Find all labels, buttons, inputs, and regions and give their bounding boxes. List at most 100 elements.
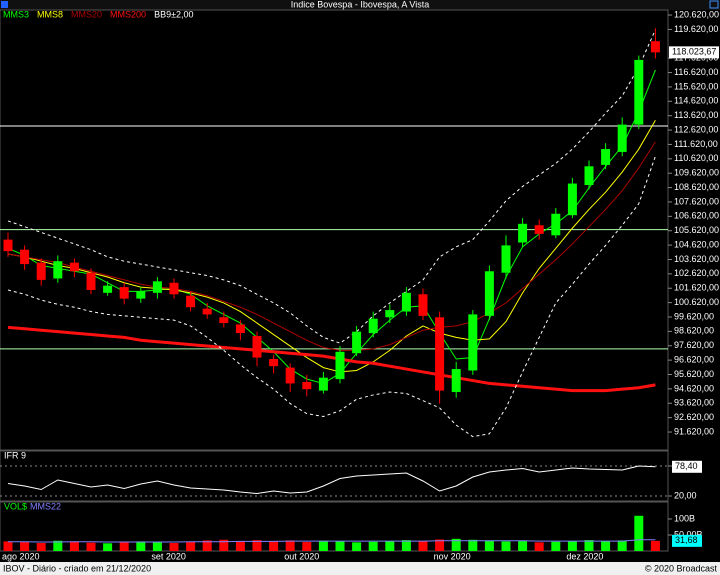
candle-body (103, 285, 113, 293)
volume-bar (169, 542, 179, 551)
candle-body (36, 262, 46, 280)
y-tick-label: 116.620,00 (674, 67, 718, 77)
candle-body (484, 271, 494, 316)
volume-bar (20, 542, 30, 551)
y-tick-label: 101.620,00 (674, 283, 719, 293)
ma-line (7, 120, 656, 373)
y-tick-label: 91.620,00 (674, 426, 714, 436)
candle-body (152, 281, 162, 293)
candle-body (385, 310, 395, 318)
y-tick-label: 103.620,00 (674, 254, 719, 264)
legend-entry: MMS8 (37, 9, 63, 19)
volume-bar (634, 515, 644, 551)
title-bar (0, 0, 720, 10)
y-tick-label: 108.620,00 (674, 182, 719, 192)
volume-bar (186, 541, 196, 551)
volume-bar (202, 540, 212, 551)
candle-body (53, 261, 63, 279)
volume-bar (368, 541, 378, 551)
y-tick-label: 95.620,00 (674, 369, 714, 379)
legend-entry: MMS20 (71, 9, 102, 19)
bollinger-lower (7, 156, 656, 438)
y-tick-label: 111.620,00 (674, 139, 718, 149)
candle-body (269, 358, 279, 367)
volume-bar (36, 542, 46, 551)
menu-icon[interactable] (1, 1, 8, 8)
y-tick-label: 98.620,00 (674, 326, 714, 336)
volume-bar (335, 541, 345, 551)
candle-body (584, 166, 594, 185)
volume-bar (352, 542, 362, 551)
window-icon[interactable] (709, 0, 719, 9)
rsi-label: IFR 9 (4, 450, 26, 460)
rsi-last-box (672, 460, 702, 473)
candle-body (3, 239, 13, 252)
y-tick-label: 96.620,00 (674, 355, 714, 365)
candle-body (468, 314, 478, 371)
ma-line (7, 141, 656, 351)
volume-bar (435, 539, 445, 551)
x-tick-label: nov 2020 (434, 551, 471, 561)
y-tick-label: 105.620,00 (674, 225, 719, 235)
candle-body (617, 124, 627, 152)
rsi-line (7, 465, 656, 495)
volume-bar (418, 541, 428, 551)
volume-bar (567, 541, 577, 551)
y-tick-label: 100B (674, 513, 695, 523)
candle-body (69, 262, 79, 272)
volume-bar (551, 541, 561, 551)
volume-bar (484, 540, 494, 551)
volume-bar (534, 542, 544, 551)
y-tick-label: 114.620,00 (674, 96, 718, 106)
candle-body (335, 351, 345, 380)
candle-body (186, 295, 196, 308)
volume-bar (252, 540, 262, 551)
candle-body (235, 324, 245, 334)
footer-right: © 2020 Broadcast (645, 563, 718, 573)
volume-bar (385, 541, 395, 551)
x-tick-label: set 2020 (151, 551, 186, 561)
x-tick-label: dez 2020 (566, 551, 603, 561)
candle-body (252, 335, 262, 358)
footer-left: IBOV - Diário - criado em 21/12/2020 (3, 563, 151, 573)
volume-bar (269, 541, 279, 551)
candle-body (650, 41, 660, 53)
y-tick-label: 115.620,00 (674, 81, 718, 91)
y-tick-label: 99.620,00 (674, 311, 714, 321)
rsi-last-label: 78,40 (675, 461, 698, 471)
volume-last-label: 31,68 (675, 535, 698, 545)
volume-bar (601, 541, 611, 551)
volume-bar (584, 540, 594, 551)
candle-body (352, 331, 362, 354)
y-tick-label: 20,00 (674, 490, 697, 500)
legend-entry: BB9±2,00 (154, 9, 193, 19)
candle-body (136, 291, 146, 299)
volume-bar (650, 540, 660, 551)
candle-body (518, 223, 528, 243)
volume-bar (285, 540, 295, 551)
candle-body (551, 213, 561, 236)
y-tick-label: 109.620,00 (674, 168, 719, 178)
y-tick-label: 102.620,00 (674, 268, 719, 278)
ma-line (7, 69, 656, 384)
volume-panel (0, 501, 669, 552)
candle-body (219, 317, 229, 324)
volume-bar (451, 538, 461, 551)
chart-title: Indice Bovespa - Ibovespa, A Vista (291, 0, 429, 9)
candle-body (20, 249, 30, 265)
candle-body (285, 367, 295, 384)
ma-line (7, 325, 656, 393)
volume-bar (3, 541, 13, 551)
volume-ma-line (8, 539, 656, 543)
y-tick-label: 106.620,00 (674, 211, 719, 221)
candle-body (567, 183, 577, 216)
candle-body (634, 59, 644, 125)
volume-ma-label: MMS22 (30, 501, 61, 511)
candle-body (368, 318, 378, 334)
candle-body (119, 287, 129, 299)
y-tick-label: 112.620,00 (674, 124, 718, 134)
candle-body (318, 377, 328, 391)
volume-bar (136, 541, 146, 551)
y-tick-label: 113.620,00 (674, 110, 718, 120)
